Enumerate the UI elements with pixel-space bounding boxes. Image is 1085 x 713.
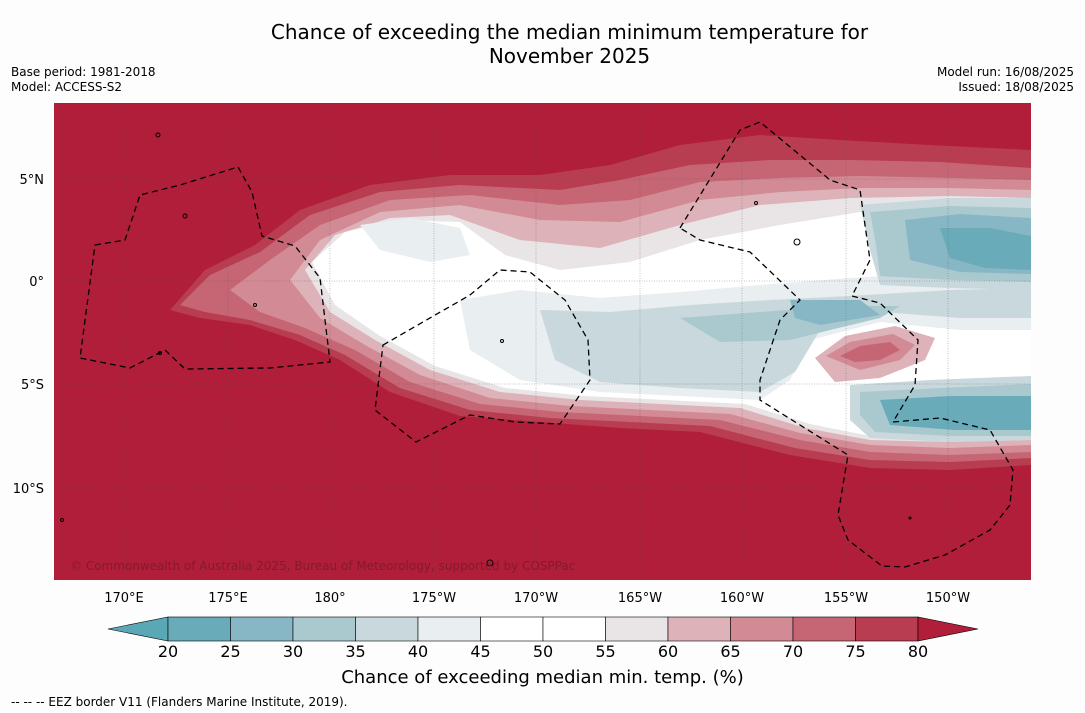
lon-label-180: 180° <box>314 591 345 606</box>
lat-labels: 5°N 0° 5°S 10°S <box>13 173 44 497</box>
model-text: Model: ACCESS-S2 <box>11 80 123 94</box>
colorbar-segment <box>542 616 606 642</box>
colorbar-segment <box>667 616 731 642</box>
map-panel: © Commonwealth of Australia 2025, Bureau… <box>54 103 1031 580</box>
model-run-text: Model run: 16/08/2025 <box>936 65 1074 79</box>
meta-left: Base period: 1981-2018 Model: ACCESS-S2 <box>11 65 156 95</box>
island-6 <box>500 339 504 343</box>
islands <box>60 132 912 567</box>
colorbar-segment <box>167 616 231 642</box>
colorbar <box>107 616 979 642</box>
cb-tick-80: 80 <box>907 642 929 661</box>
band-20 <box>940 228 1031 270</box>
lon-label-170e: 170°E <box>104 591 144 606</box>
eez-phoenix <box>374 269 591 443</box>
island-3 <box>158 351 162 355</box>
cb-tick-50: 50 <box>532 642 554 661</box>
cb-tick-25: 25 <box>220 642 241 661</box>
eez-border-legend: -- -- -- EEZ border V11 (Flanders Marine… <box>11 695 348 709</box>
lon-label-160w: 160°W <box>720 591 764 606</box>
lat-label-5n: 5°N <box>20 173 45 188</box>
band-40-north <box>360 218 470 262</box>
eez-kiribati-west <box>79 166 331 370</box>
cb-tick-65: 65 <box>720 642 741 661</box>
copyright-text: © Commonwealth of Australia 2025, Bureau… <box>70 559 575 573</box>
cb-tick-70: 70 <box>782 642 804 661</box>
cb-tick-35: 35 <box>345 642 366 661</box>
lat-label-10s: 10°S <box>13 482 44 497</box>
lon-label-165w: 165°W <box>618 591 662 606</box>
island-7 <box>486 559 494 567</box>
colorbar-segment <box>792 616 856 642</box>
band-20-se <box>880 396 1031 430</box>
warm-pocket-80 <box>840 342 900 362</box>
colorbar-segment <box>730 616 794 642</box>
island-5 <box>754 201 758 205</box>
colorbar-arrow-high <box>917 616 979 642</box>
cb-tick-75: 75 <box>845 642 866 661</box>
cb-tick-60: 60 <box>657 642 679 661</box>
colorbar-arrow-low <box>107 616 169 642</box>
lat-label-5s: 5°S <box>21 378 44 393</box>
island-9 <box>253 303 257 307</box>
title-line-2: November 2025 <box>488 44 651 68</box>
island-2 <box>182 213 188 219</box>
lon-label-150w: 150°W <box>926 591 970 606</box>
cb-tick-40: 40 <box>407 642 429 661</box>
island-8 <box>60 518 64 522</box>
lon-label-175e: 175°E <box>208 591 248 606</box>
map-gridlines <box>54 103 1031 580</box>
colorbar-segment <box>855 616 919 642</box>
cb-tick-45: 45 <box>470 642 491 661</box>
lat-label-0: 0° <box>29 275 44 290</box>
base-period-text: Base period: 1981-2018 <box>11 65 156 79</box>
island-4 <box>793 238 801 246</box>
island-10 <box>908 516 912 520</box>
colorbar-segment <box>417 616 481 642</box>
colorbar-segment <box>605 616 669 642</box>
eez-borders <box>79 121 1014 568</box>
eez-line-islands <box>679 121 1014 568</box>
title-line-1: Chance of exceeding the median minimum t… <box>270 20 869 44</box>
issued-text: Issued: 18/08/2025 <box>958 80 1074 94</box>
lon-labels: 170°E 175°E 180° 175°W 170°W 165°W 160°W… <box>104 591 970 606</box>
meta-right: Model run: 16/08/2025 Issued: 18/08/2025 <box>937 65 1074 95</box>
colorbar-title: Chance of exceeding median min. temp. (%… <box>341 667 744 688</box>
colorbar-segment <box>292 616 356 642</box>
band-25-mid <box>790 300 880 325</box>
map-title: Chance of exceeding the median minimum t… <box>0 20 1085 68</box>
lon-label-175w: 175°W <box>412 591 456 606</box>
cb-tick-20: 20 <box>157 642 179 661</box>
island-1 <box>155 132 161 138</box>
lon-label-155w: 155°W <box>824 591 868 606</box>
colorbar-segment <box>230 616 294 642</box>
colorbar-segment <box>355 616 419 642</box>
lon-label-170w: 170°W <box>514 591 558 606</box>
cb-tick-55: 55 <box>595 642 616 661</box>
colorbar-segment <box>480 616 544 642</box>
cb-tick-30: 30 <box>282 642 304 661</box>
